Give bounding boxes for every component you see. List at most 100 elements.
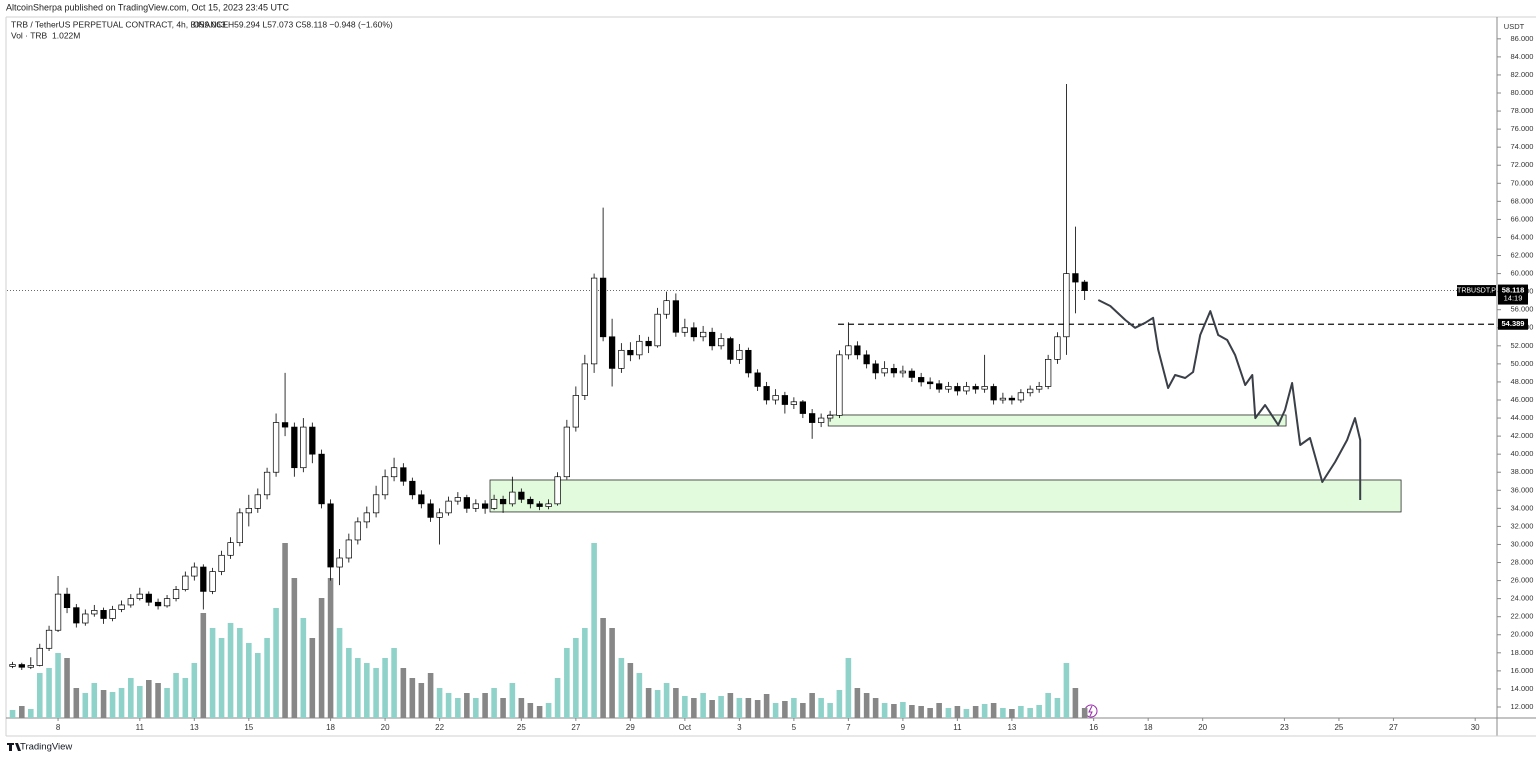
y-tick-label: 18.000 [1511,648,1534,657]
candle-body [136,593,143,599]
candle-body [154,601,162,607]
candle-body [109,609,116,619]
x-tick-label: 13 [190,723,199,732]
volume-bar [173,673,179,718]
publisher: AltcoinSherpa published on TradingView.c… [6,2,290,12]
candle-body [436,512,443,518]
candle-body [509,491,516,505]
volume-bar [191,663,198,718]
candle-body [36,647,43,666]
symbol-tag: TRBUSDT.P [1457,287,1496,294]
level-label: 54.389 [1502,319,1525,328]
volume-bar [554,678,561,718]
candle-body [954,386,961,392]
volume-bar [772,703,779,718]
y-tick-label: 84.000 [1511,52,1534,61]
y-tick-label: 76.000 [1511,124,1534,133]
y-tick-label: 24.000 [1511,594,1534,603]
volume-bar [945,708,952,718]
volume-bar [500,698,506,718]
candle-body [563,426,570,478]
volume-bar [891,704,897,718]
volume-bar [482,693,488,718]
y-tick-label: 44.000 [1511,413,1534,422]
candle-body [699,331,707,338]
event-icon-bolt [1088,705,1093,717]
volume-bar [118,688,125,718]
volume-bar [1036,705,1042,718]
volume-bar [782,701,788,718]
volume-bar [355,658,361,718]
candle-body [254,494,261,509]
candle-body [772,395,779,401]
x-tick-label: 8 [56,723,61,732]
candle-body [990,386,997,401]
axis-unit: USDT [1504,22,1525,31]
volume-bar [137,686,143,718]
volume-bar [518,698,525,718]
volume-bar [218,638,225,718]
candle-body [218,554,225,572]
y-tick-label: 22.000 [1511,612,1534,621]
volume-bar [91,683,98,718]
candle-body [9,664,16,667]
candle-body [390,467,398,478]
volume-label: Vol · TRB [11,30,48,40]
candle-body [100,610,107,619]
volume-bar [464,693,470,718]
x-tick-label: 11 [136,723,145,732]
x-tick-label: 15 [244,723,253,732]
candle-body [790,401,798,405]
y-tick-label: 34.000 [1511,503,1534,512]
candle-body [345,539,352,559]
candle-body [18,664,25,668]
candle-body [145,593,152,603]
y-tick-label: 46.000 [1511,395,1534,404]
symbol: TRB / TetherUS PERPETUAL CONTRACT, 4h, B… [11,19,229,29]
volume-bar [491,688,497,718]
candle-body [663,300,670,315]
volume-bar [845,658,852,718]
volume-bar [564,648,570,718]
candle-body [445,500,452,514]
volume-bar [673,688,679,718]
y-tick-label: 72.000 [1511,160,1534,169]
volume-bar [146,680,152,718]
volume-bar [573,638,579,718]
volume-bar [936,703,942,718]
volume-bar [273,608,279,718]
level-box [1498,318,1528,330]
y-tick-label: 82.000 [1511,70,1534,79]
volume-bar [663,683,670,718]
volume-bar [1009,709,1015,718]
volume-bar [300,618,307,718]
x-tick-label: 7 [846,723,851,732]
volume-bar [37,673,43,718]
y-tick-label: 28.000 [1511,558,1534,567]
brand-logo [7,743,21,751]
volume-bar [346,648,352,718]
volume-bar [1027,708,1033,718]
candle-body [163,598,171,607]
candle-body [200,566,207,592]
volume-bar [872,698,879,718]
candle-body [872,363,879,374]
volume-bar [718,696,724,718]
y-tick-label: 20.000 [1511,630,1534,639]
volume-bar [309,638,316,718]
volume-bar [155,683,161,718]
volume-bar [164,688,170,718]
candle-body [490,498,498,509]
y-tick-label: 80.000 [1511,88,1534,97]
candle-body [899,370,907,374]
candle-body [754,372,761,387]
volume-bar [1000,708,1006,718]
volume-bar [427,673,434,718]
volume-bar [618,658,625,718]
candle-body [309,426,316,455]
volume-bar [736,698,743,718]
candle-body [91,610,98,615]
volume-bar [745,698,752,718]
